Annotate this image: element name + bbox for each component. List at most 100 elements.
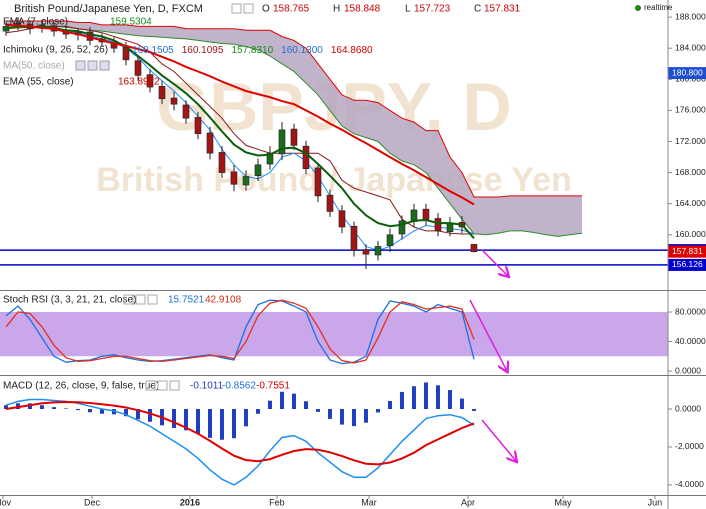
price-box xyxy=(668,245,706,258)
x-tick-label: 2016 xyxy=(180,497,200,507)
y-tick-label: -2.0000 xyxy=(675,441,704,451)
icon[interactable] xyxy=(147,294,158,305)
histogram-bar xyxy=(195,409,200,434)
candle-body xyxy=(374,246,382,256)
histogram-bar xyxy=(471,409,476,411)
icon[interactable] xyxy=(135,294,146,305)
candle-body xyxy=(362,249,370,255)
y-tick-label: 172.000 xyxy=(675,136,706,146)
line xyxy=(5,400,475,466)
cloud xyxy=(6,21,582,237)
histogram-bar xyxy=(87,409,92,413)
icon[interactable] xyxy=(123,294,134,305)
icon[interactable] xyxy=(87,60,98,71)
candle-body xyxy=(158,86,166,100)
ohlc-value: 157.723 xyxy=(414,4,451,15)
candle-body xyxy=(386,234,394,246)
icon[interactable] xyxy=(99,60,110,71)
candle-body xyxy=(290,128,298,146)
candle-body xyxy=(254,164,262,177)
ohlc-label: H xyxy=(333,4,340,15)
candle-body xyxy=(230,171,238,185)
indicator-name: EMA (7, close) xyxy=(3,17,68,28)
icon[interactable] xyxy=(169,380,180,391)
line xyxy=(5,25,475,235)
x-tick-label: Apr xyxy=(461,497,475,507)
histogram-bar xyxy=(435,385,440,410)
ohlc-value: 157.831 xyxy=(484,4,521,15)
chart-title: British Pound/Japanese Yen, D, FXCM xyxy=(14,3,203,15)
line xyxy=(6,20,582,198)
histogram-bar xyxy=(315,409,320,412)
histogram-bar xyxy=(51,407,56,410)
price-box-label: 157.831 xyxy=(672,246,703,256)
indicator-value: -0.1011 xyxy=(190,381,224,392)
candle-body xyxy=(146,74,154,88)
candle-body xyxy=(446,222,454,232)
candle-body xyxy=(194,117,202,135)
y-tick-label: 176.000 xyxy=(675,105,706,115)
histogram-bar xyxy=(255,409,260,414)
y-tick-label: 0.0000 xyxy=(675,365,701,375)
candle-body xyxy=(134,60,142,76)
line xyxy=(5,23,475,206)
x-tick-label: Feb xyxy=(269,497,285,507)
icon[interactable] xyxy=(243,3,254,14)
line xyxy=(5,25,475,240)
ohlc-label: O xyxy=(262,4,270,15)
candle-body xyxy=(266,152,274,165)
indicator-value: 15.7521 xyxy=(168,295,205,306)
indicator-name: Ichimoku (9, 26, 52, 26) xyxy=(3,45,108,56)
icon[interactable] xyxy=(157,380,168,391)
price-box-label: 180.800 xyxy=(672,67,703,77)
histogram-bar xyxy=(423,382,428,410)
plot: 188.000184.000180.000176.000172.000168.0… xyxy=(0,11,706,507)
candle-body xyxy=(422,208,430,220)
line xyxy=(5,398,475,486)
histogram-bar xyxy=(123,409,128,417)
price-box-label: 156.126 xyxy=(672,259,703,269)
candle-body xyxy=(206,132,214,154)
indicator-value: -0.8562 xyxy=(222,381,256,392)
ohlc-label: L xyxy=(405,4,411,15)
line xyxy=(5,25,583,237)
candle-body xyxy=(242,176,250,186)
status: realtime xyxy=(644,3,673,12)
histogram-bar xyxy=(231,409,236,439)
icon[interactable] xyxy=(75,60,86,71)
histogram-bar xyxy=(183,409,188,431)
histogram-bar xyxy=(267,400,272,410)
histogram-bar xyxy=(399,391,404,410)
histogram-bar xyxy=(375,409,380,413)
x-tick-label: Nov xyxy=(0,497,11,507)
y-tick-label: 168.000 xyxy=(675,167,706,177)
candle-body xyxy=(398,220,406,235)
histogram-bar xyxy=(219,409,224,440)
histogram-bar xyxy=(339,409,344,425)
ohlc-value: 158.765 xyxy=(273,4,310,15)
band xyxy=(0,312,668,357)
histogram-bar xyxy=(279,391,284,410)
x-tick-label: May xyxy=(554,497,572,507)
y-tick-label: 40.0000 xyxy=(675,336,706,346)
indicator-value: 160.1505 xyxy=(132,45,174,56)
histogram-bar xyxy=(303,401,308,410)
histogram-bar xyxy=(75,409,80,411)
histogram-bar xyxy=(363,409,368,423)
icon[interactable] xyxy=(145,380,156,391)
indicator-value: 160.1095 xyxy=(182,45,224,56)
icon[interactable] xyxy=(231,3,242,14)
y-tick-label: 160.000 xyxy=(675,229,706,239)
candle-body xyxy=(218,152,226,173)
histogram-bar xyxy=(99,409,104,414)
ohlc-value: 158.848 xyxy=(344,4,381,15)
status-dot xyxy=(635,5,641,11)
indicator-values: 160.1505 160.1095 157.8310 160.1300 164.8680 xyxy=(132,45,373,56)
indicator-name: Stoch RSI (3, 3, 21, 21, close) xyxy=(3,295,136,306)
indicator-value: 160.1300 xyxy=(281,45,323,56)
histogram-bar xyxy=(387,401,392,410)
indicator-value: 164.8680 xyxy=(331,45,373,56)
y-tick-label: 80.0000 xyxy=(675,306,706,316)
histogram-bar xyxy=(459,398,464,410)
